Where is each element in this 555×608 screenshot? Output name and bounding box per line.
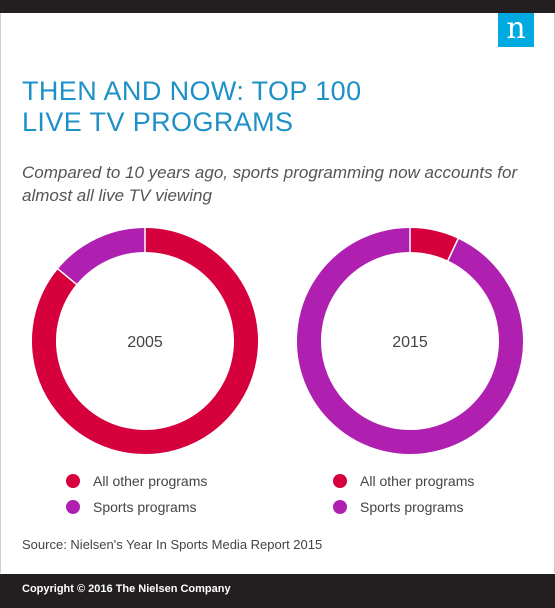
legend-swatch-other [66, 474, 80, 488]
source-note: Source: Nielsen's Year In Sports Media R… [22, 537, 323, 552]
legend-item-sports: Sports programs [333, 494, 474, 520]
copyright-text: Copyright © 2016 The Nielsen Company [22, 583, 231, 595]
legend-label-other: All other programs [360, 473, 475, 489]
legend-swatch-sports [333, 500, 347, 514]
subtitle: Compared to 10 years ago, sports program… [22, 163, 518, 205]
donut-slice-sports [297, 228, 523, 454]
donut-center-label: 2015 [392, 334, 428, 351]
legend-label-other: All other programs [93, 473, 208, 489]
title-line-1: THEN AND NOW: TOP 100 [22, 76, 362, 106]
slice-separator [446, 237, 460, 262]
donut-slice-other [409, 228, 459, 261]
legend-2005: All other programs Sports programs [66, 468, 207, 520]
legend-item-other: All other programs [333, 468, 474, 494]
legend-swatch-other [333, 474, 347, 488]
donut-slice-other [32, 228, 258, 454]
legend-item-sports: Sports programs [66, 494, 207, 520]
donut-slice-sports [57, 228, 146, 285]
legend-label-sports: Sports programs [93, 499, 197, 515]
page-title: THEN AND NOW: TOP 100 LIVE TV PROGRAMS [22, 76, 492, 138]
footer-bar: Copyright © 2016 The Nielsen Company [0, 574, 555, 608]
nielsen-logo: n [498, 13, 534, 47]
title-line-2: LIVE TV PROGRAMS [22, 107, 294, 137]
legend-2015: All other programs Sports programs [333, 468, 474, 520]
legend-label-sports: Sports programs [360, 499, 464, 515]
slice-separator [56, 267, 78, 286]
legend-swatch-sports [66, 500, 80, 514]
logo-letter: n [506, 11, 526, 46]
donut-center-label: 2005 [127, 334, 163, 351]
legend-item-other: All other programs [66, 468, 207, 494]
donut-charts: 2005 2015 [32, 227, 523, 454]
top-bar [0, 0, 555, 13]
